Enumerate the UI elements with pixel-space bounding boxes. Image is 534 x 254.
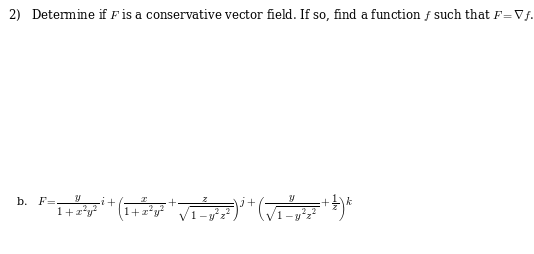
Text: 2)   Determine if $\mathit{F}$ is a conservative vector field. If so, find a fun: 2) Determine if $\mathit{F}$ is a conser… [8,8,533,23]
Text: b.   $F = \dfrac{y}{1+x^2y^2}\,i + \left(\dfrac{x}{1+x^2y^2} + \dfrac{z}{\sqrt{1: b. $F = \dfrac{y}{1+x^2y^2}\,i + \left(\… [16,192,354,224]
